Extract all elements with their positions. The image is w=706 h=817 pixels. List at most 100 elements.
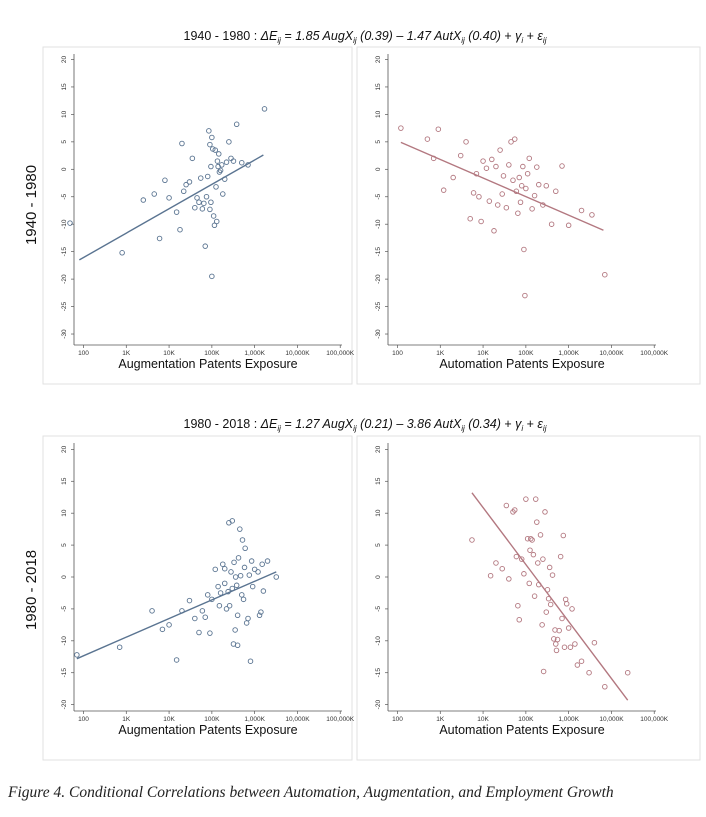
scatter-point [216,151,222,157]
scatter-point [483,165,490,171]
scatter-point [208,199,214,205]
y-tick-label: 5 [375,543,382,547]
scatter-point [553,647,560,654]
scatter-point [151,191,157,197]
scatter-point [624,669,631,676]
y-tick-label: -15 [61,247,68,257]
scatter-point [159,626,166,633]
scatter-point [233,121,240,128]
scatter-point [500,173,507,179]
scatter-point [177,226,183,233]
scatter-point [494,202,501,208]
scatter-point [527,535,534,542]
scatter-point [239,592,245,598]
scatter-point [221,580,228,587]
scatter-point [140,197,147,203]
x-tick-label: 1,000K [244,350,265,357]
scatter-point [237,526,243,532]
y-tick-label: -25 [61,301,68,311]
scatter-point [212,147,218,153]
scatter-point [206,128,212,134]
scatter-point [207,141,213,148]
x-tick-label: 1K [436,350,445,357]
scatter-point [499,191,505,197]
panel-1940-1980-augmentation: -30 -25 -20 -15 -10 -5 0 5 10 15 20 100 1K 10K 100K 1,0… [42,46,355,385]
scatter-point [435,126,442,132]
scatter-point [497,147,503,153]
scatter-point [491,228,497,234]
y-tick-label: -15 [375,668,382,678]
fit-line [471,492,629,701]
y-tick-label: -20 [61,274,68,284]
x-tick-label: 1K [122,716,131,723]
scatter-point [162,177,168,184]
scatter-point [241,564,248,571]
scatter-point [166,622,172,628]
scatter-point [569,606,575,612]
scatter-point [510,177,516,184]
y-tick-label: 5 [375,140,382,144]
x-tick-label: 1,000K [244,716,265,723]
y-tick-label: 15 [375,83,382,91]
scatter-point [249,583,256,590]
scatter-point [547,601,554,608]
scatter-point [517,199,524,205]
scatter-point [535,181,542,188]
fit-line [400,141,604,231]
scatter-point [209,134,215,141]
scatter-point [194,195,200,201]
scatter-point [196,199,202,205]
x-tick-label: 10,000K [285,716,310,723]
scatter-point [557,553,564,560]
scatter-point [506,162,512,168]
panel-1940-1980-automation: -30 -25 -20 -15 -10 -5 0 5 10 15 20 100 1K 10K 100K 1,0… [356,46,701,385]
y-tick-label: 20 [61,445,68,453]
x-tick-label: 10K [163,716,175,723]
scatter-point [531,593,538,599]
scatter-point [217,167,224,174]
scatter-point [221,565,228,572]
scatter-point [467,215,473,222]
scatter-point [515,602,521,609]
y-tick-label: 20 [375,55,382,63]
scatter-point [539,622,545,628]
scatter-point [259,561,265,567]
fit-line [78,154,264,261]
scatter-point [199,608,206,614]
scatter-point [548,221,555,227]
x-tick-label: 100K [518,716,534,723]
scatter-point [534,519,540,525]
scatter-point [565,222,572,229]
scatter-point [246,572,253,578]
y-tick-label: 0 [61,575,68,579]
figure-caption: Figure 4. Conditional Correlations betwe… [8,784,614,801]
scatter-point [561,644,568,650]
y-tick-label: -30 [375,329,382,339]
scatter-point [559,163,565,169]
scatter-point [487,572,494,579]
scatter-point [450,174,456,181]
scatter-point [212,566,218,573]
x-tick-label: 1,000K [558,350,579,357]
scatter-point [478,218,484,225]
scatter-point [493,163,499,170]
y-tick-label: -5 [375,193,382,199]
x-tick-label: 10K [477,716,489,723]
panel-1980-2018-augmentation: -20 -15 -10 -5 0 5 10 15 20 100 1K 10K 100K 1,000K 10,… [42,435,355,761]
x-tick-label: 100K [204,716,220,723]
scatter-point [251,566,258,573]
x-tick-label: 10,000K [285,350,310,357]
scatter-point [199,206,206,212]
x-tick-label: 1K [436,716,445,723]
x-axis-label: Automation Patents Exposure [439,723,604,737]
y-tick-label: 10 [61,110,68,118]
scatter-point [196,629,202,636]
x-tick-label: 1K [122,350,131,357]
scatter-point [508,139,514,145]
scatter-point [228,569,234,575]
x-tick-label: 100 [78,350,89,357]
scatter-point [223,606,230,612]
scatter-point [239,537,246,543]
scatter-point [214,158,221,164]
